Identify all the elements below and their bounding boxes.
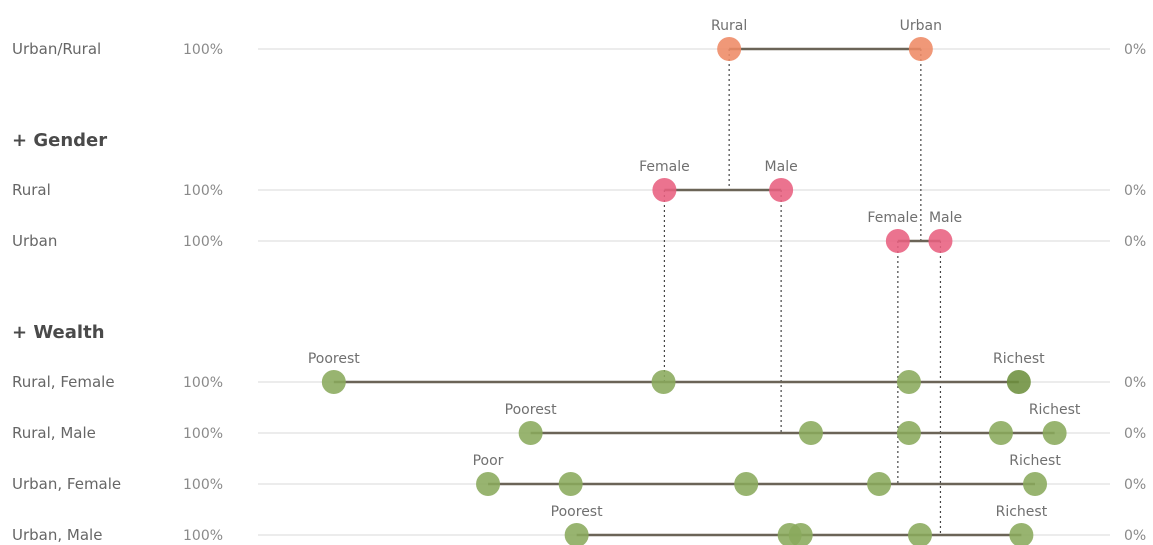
row-label: Urban, Male [12,526,102,544]
point-annotation: Urban [900,18,942,34]
point-annotation: Rural [711,18,747,34]
axis-left-label: 100% [183,477,223,493]
gridlines [258,48,1110,536]
data-point[interactable] [988,421,1013,445]
point-annotation: Richest [993,351,1045,367]
point-annotation: Female [639,159,690,175]
point-annotation: Male [765,159,798,175]
drilldown-links [663,49,942,535]
data-point-poor[interactable] [476,472,501,496]
data-point-female[interactable] [652,178,677,202]
data-point-female[interactable] [885,229,910,253]
data-point-poorest[interactable] [321,370,346,394]
data-point-richest[interactable] [1023,472,1048,496]
data-point[interactable] [788,523,813,545]
data-point[interactable] [651,370,676,394]
row-label: Urban/Rural [12,40,101,58]
data-point-poorest[interactable] [564,523,589,545]
data-point[interactable] [908,523,933,545]
data-point[interactable] [896,370,921,394]
point-annotation: Poorest [308,351,360,367]
data-point-male[interactable] [928,229,953,253]
point-annotation: Richest [1029,402,1081,418]
axis-right-label: 0% [1124,42,1146,58]
group-title: + Wealth [12,322,105,343]
data-point-urban[interactable] [908,37,933,61]
point-annotation: Richest [1009,453,1061,469]
axis-left-label: 100% [183,183,223,199]
axis-right-label: 0% [1124,234,1146,250]
data-point[interactable] [798,421,823,445]
data-point-richest[interactable] [1009,523,1034,545]
group-title: + Gender [12,130,107,151]
data-point[interactable] [734,472,759,496]
data-point-male[interactable] [769,178,794,202]
axis-right-label: 0% [1124,528,1146,544]
data-point-richest[interactable] [1042,421,1067,445]
data-points [321,37,1067,545]
data-point[interactable] [867,472,892,496]
point-annotation: Poorest [505,402,557,418]
data-point[interactable] [896,421,921,445]
point-annotation: Poor [473,453,504,469]
axis-left-label: 100% [183,234,223,250]
row-label: Urban, Female [12,475,121,493]
point-annotation: Female [867,210,918,226]
point-annotation: Richest [996,504,1048,520]
row-label: Urban [12,232,57,250]
axis-left-label: 100% [183,375,223,391]
axis-right-label: 0% [1124,375,1146,391]
axis-right-label: 0% [1124,183,1146,199]
axis-left-label: 100% [183,426,223,442]
data-point-rural[interactable] [717,37,742,61]
row-label: Rural, Female [12,373,115,391]
row-label: Rural, Male [12,424,96,442]
data-point-richest[interactable] [1006,370,1031,394]
point-annotation: Male [929,210,962,226]
labels: Urban/Rural 100% 0% Rural Urban + Gender Rural… [12,18,1146,544]
point-annotation: Poorest [551,504,603,520]
dumbbell-bars [333,47,1055,537]
axis-left-label: 100% [183,528,223,544]
row-label: Rural [12,181,51,199]
axis-right-label: 0% [1124,477,1146,493]
data-point-poorest[interactable] [518,421,543,445]
axis-left-label: 100% [183,42,223,58]
data-point[interactable] [558,472,583,496]
axis-right-label: 0% [1124,426,1146,442]
